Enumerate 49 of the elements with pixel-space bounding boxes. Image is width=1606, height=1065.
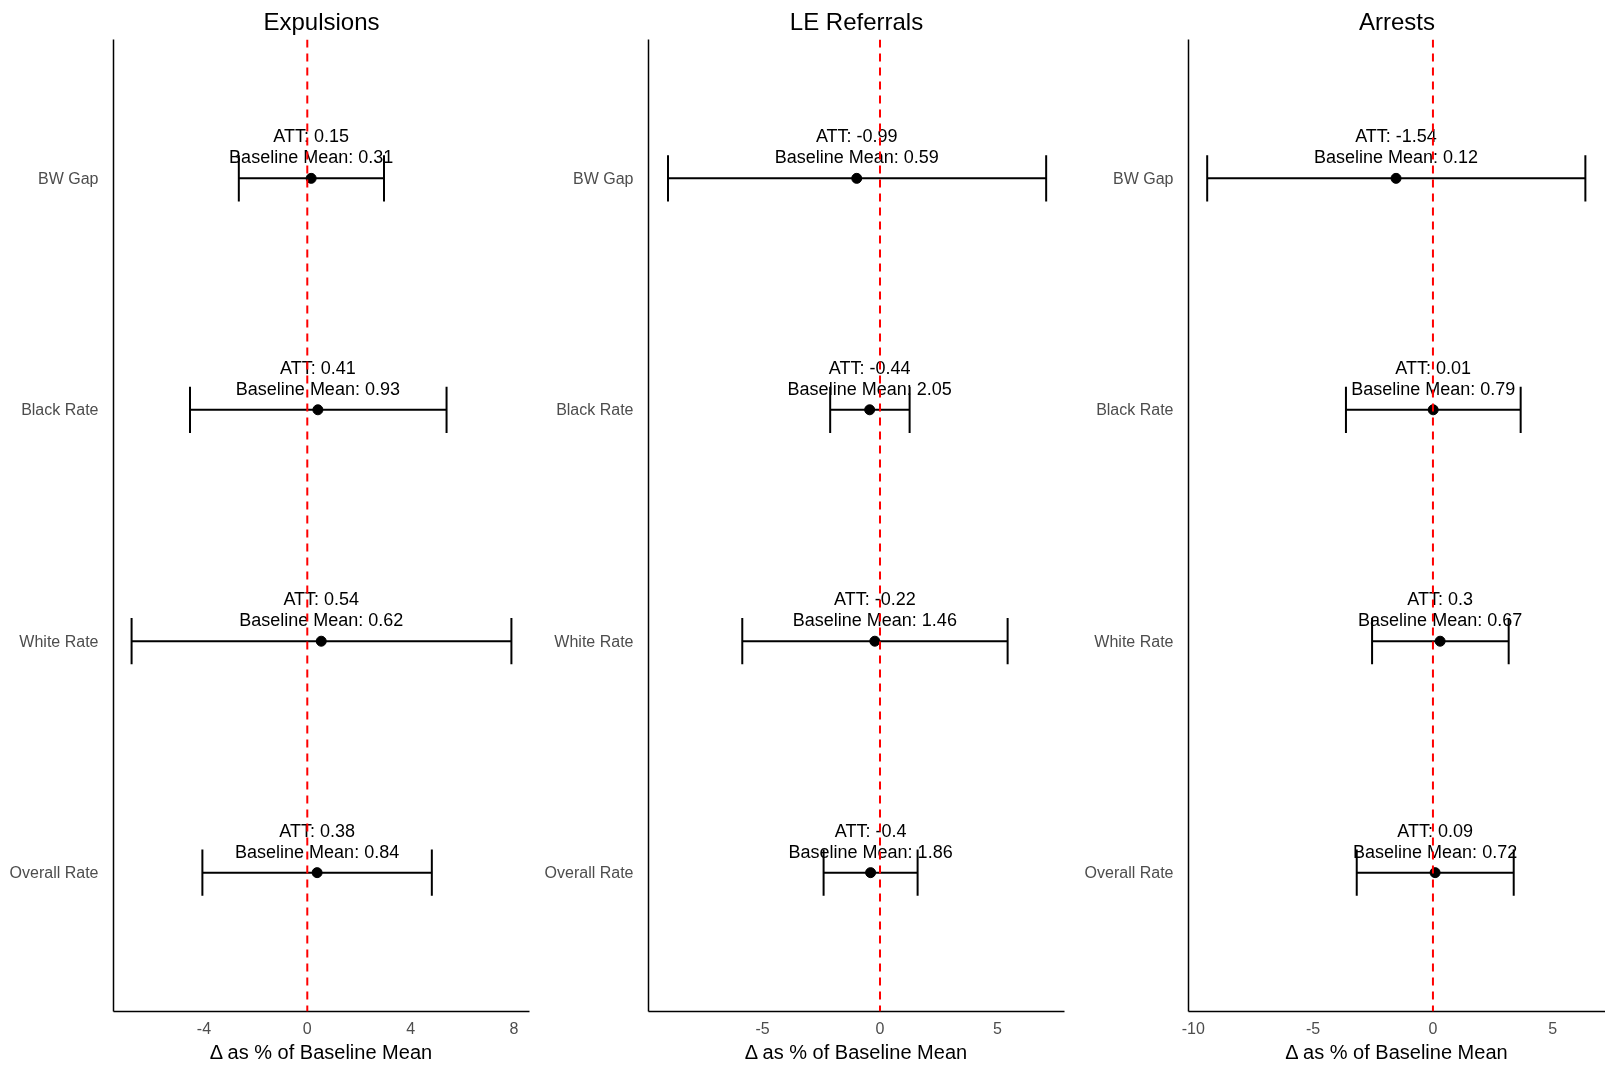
point <box>864 404 876 416</box>
annotation: ATT: 0.54 Baseline Mean: 0.62 <box>239 589 404 631</box>
x-tick-label: 0 <box>302 1019 312 1037</box>
x-tick-label: 0 <box>875 1019 885 1037</box>
x-tick-label: 8 <box>509 1019 519 1037</box>
y-tick-label: BW Gap <box>38 169 99 187</box>
annotation: ATT: -1.54 Baseline Mean: 0.12 <box>1313 126 1479 168</box>
point <box>1434 635 1446 647</box>
chart-title: Arrests <box>1359 7 1436 35</box>
point <box>315 635 327 647</box>
x-axis-title: Δ as % of Baseline Mean <box>209 1040 433 1063</box>
y-tick-label: Black Rate <box>1096 401 1174 419</box>
annotation: ATT: -0.22 Baseline Mean: 1.46 <box>792 589 957 631</box>
annotation: ATT: 0.15 Baseline Mean: 0.31 <box>229 126 394 168</box>
annotation: ATT: -0.44 Baseline Mean: 2.05 <box>787 357 952 399</box>
x-tick-label: 5 <box>1548 1019 1558 1037</box>
x-axis-title: Δ as % of Baseline Mean <box>744 1040 968 1063</box>
y-tick-label: BW Gap <box>573 169 634 187</box>
annotation: ATT: 0.3 Baseline Mean: 0.67 <box>1358 589 1523 631</box>
y-tick-label: White Rate <box>19 632 99 650</box>
x-axis-title: Δ as % of Baseline Mean <box>1285 1040 1508 1063</box>
chart-title: Expulsions <box>263 7 380 35</box>
x-tick-label: -4 <box>196 1019 212 1037</box>
annotation: ATT: 0.01 Baseline Mean: 0.79 <box>1351 357 1516 399</box>
x-tick-label: 0 <box>1428 1019 1438 1037</box>
point <box>311 867 323 879</box>
x-tick-label: -5 <box>1306 1019 1321 1037</box>
point <box>305 172 317 184</box>
point <box>312 404 324 416</box>
y-tick-label: Black Rate <box>556 401 634 419</box>
point <box>869 635 881 647</box>
y-tick-label: Overall Rate <box>9 864 99 882</box>
y-tick-label: Overall Rate <box>544 864 634 882</box>
x-tick-label: 5 <box>993 1019 1003 1037</box>
chart-title: LE Referrals <box>789 7 924 35</box>
y-tick-label: Black Rate <box>21 401 99 419</box>
y-tick-label: BW Gap <box>1113 169 1174 187</box>
annotation: ATT: 0.09 Baseline Mean: 0.72 <box>1353 820 1518 862</box>
x-tick-label: -10 <box>1181 1019 1205 1037</box>
annotation: ATT: 0.38 Baseline Mean: 0.84 <box>235 820 400 862</box>
x-tick-label: -5 <box>755 1019 770 1037</box>
y-tick-label: White Rate <box>1094 632 1174 650</box>
point <box>865 867 877 879</box>
x-tick-label: 4 <box>406 1019 416 1037</box>
y-tick-label: White Rate <box>554 632 634 650</box>
y-tick-label: Overall Rate <box>1084 864 1174 882</box>
point <box>851 172 863 184</box>
annotation: ATT: -0.4 Baseline Mean: 1.86 <box>788 820 953 862</box>
point <box>1390 172 1402 184</box>
